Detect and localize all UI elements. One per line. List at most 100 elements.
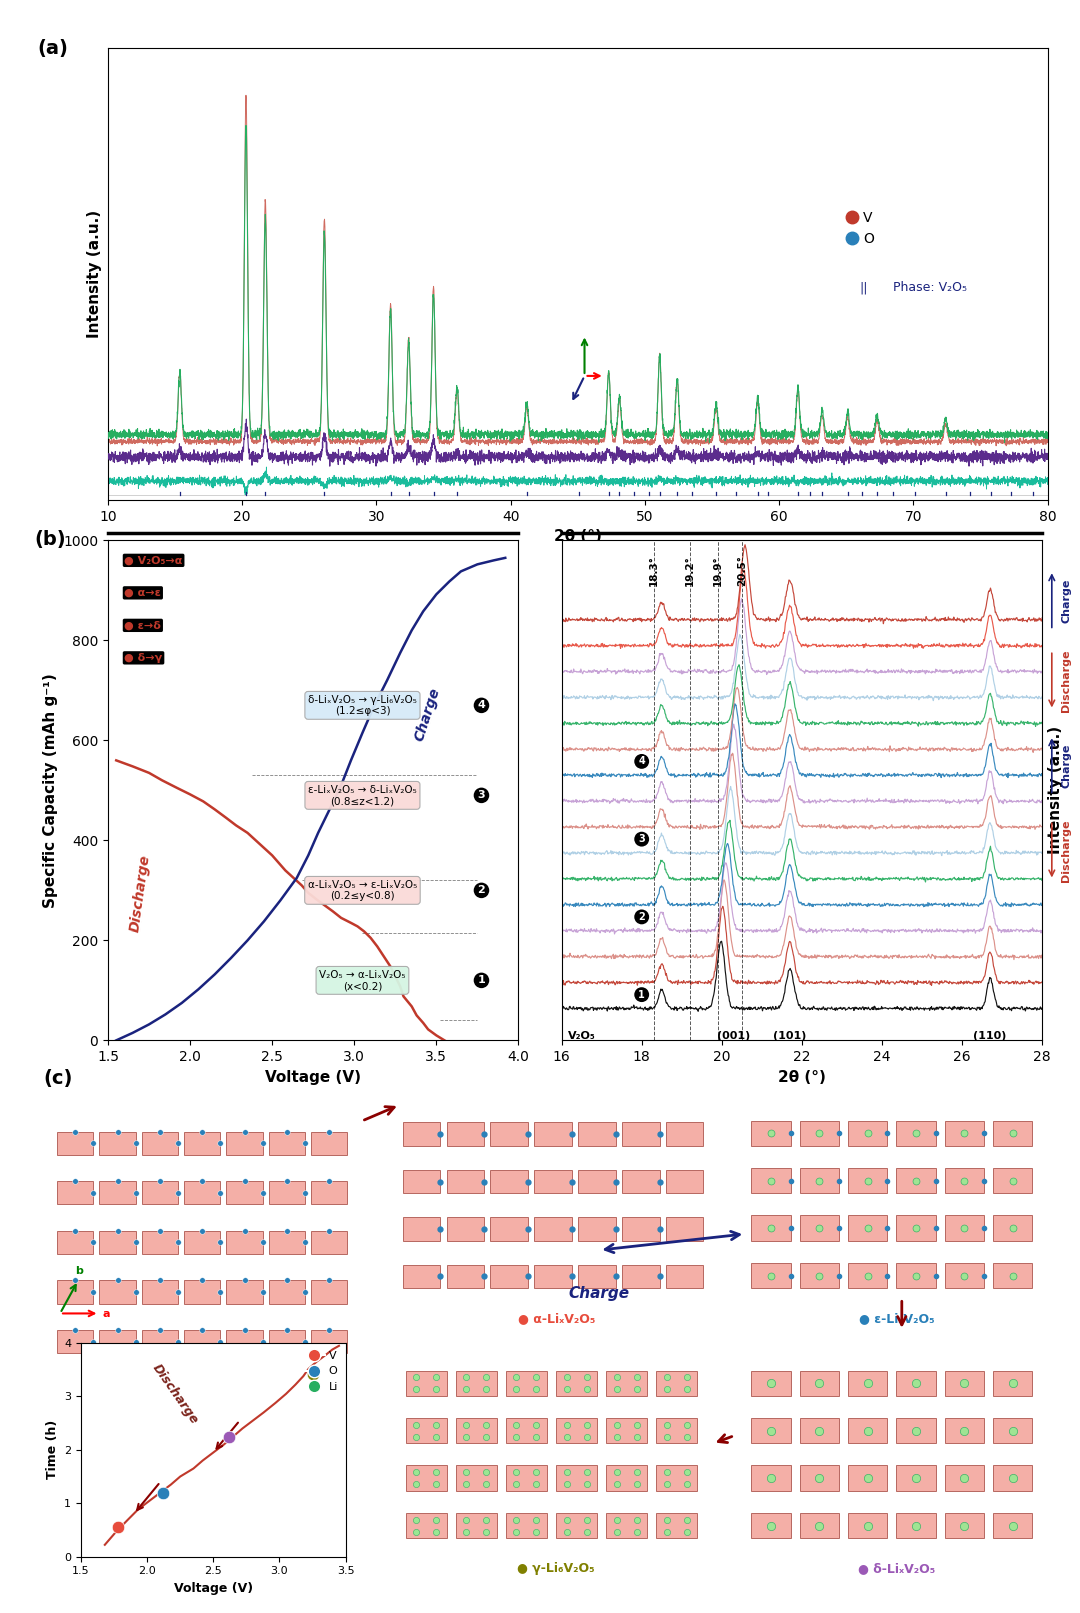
Polygon shape — [752, 1216, 791, 1240]
Y-axis label: Intensity (a.u.): Intensity (a.u.) — [87, 210, 103, 339]
Polygon shape — [994, 1466, 1032, 1490]
Polygon shape — [752, 1371, 791, 1397]
Polygon shape — [606, 1418, 647, 1444]
Polygon shape — [799, 1216, 839, 1240]
Polygon shape — [896, 1168, 935, 1194]
Legend: V, O, Li: V, O, Li — [300, 1348, 340, 1394]
Text: ● δ→γ: ● δ→γ — [124, 653, 163, 663]
Polygon shape — [896, 1513, 935, 1539]
X-axis label: Voltage (V): Voltage (V) — [266, 1069, 361, 1084]
Polygon shape — [57, 1331, 93, 1353]
Polygon shape — [99, 1181, 136, 1205]
Text: Charge: Charge — [1062, 744, 1071, 787]
Text: V₂O₅: V₂O₅ — [568, 1031, 595, 1042]
Polygon shape — [535, 1123, 572, 1147]
Polygon shape — [269, 1132, 305, 1155]
Text: Discharge: Discharge — [150, 1361, 201, 1426]
Polygon shape — [311, 1132, 348, 1155]
Polygon shape — [456, 1371, 497, 1397]
Polygon shape — [945, 1168, 984, 1194]
Text: 20.5°: 20.5° — [737, 555, 747, 586]
Text: (a): (a) — [38, 39, 68, 58]
Polygon shape — [994, 1371, 1032, 1397]
Polygon shape — [535, 1169, 572, 1194]
Polygon shape — [184, 1281, 220, 1303]
Polygon shape — [556, 1466, 597, 1490]
Text: 18.3°: 18.3° — [649, 555, 659, 586]
Polygon shape — [896, 1216, 935, 1240]
Polygon shape — [535, 1265, 572, 1289]
Text: Charge: Charge — [1062, 577, 1071, 623]
Text: 19.2°: 19.2° — [685, 555, 694, 586]
X-axis label: 2θ (°): 2θ (°) — [778, 1069, 826, 1084]
Polygon shape — [606, 1371, 647, 1397]
Polygon shape — [896, 1371, 935, 1397]
Polygon shape — [403, 1218, 441, 1240]
Text: a: a — [103, 1308, 110, 1319]
Polygon shape — [227, 1331, 262, 1353]
Text: 4: 4 — [477, 700, 485, 710]
Polygon shape — [269, 1231, 305, 1253]
Polygon shape — [406, 1418, 447, 1444]
Polygon shape — [606, 1513, 647, 1539]
Polygon shape — [141, 1281, 178, 1303]
Polygon shape — [994, 1216, 1032, 1240]
Text: 2: 2 — [477, 886, 485, 895]
Polygon shape — [896, 1263, 935, 1289]
Polygon shape — [578, 1169, 616, 1194]
Polygon shape — [535, 1218, 572, 1240]
Polygon shape — [799, 1418, 839, 1444]
Polygon shape — [578, 1123, 616, 1147]
Polygon shape — [507, 1371, 546, 1397]
Polygon shape — [311, 1281, 348, 1303]
Polygon shape — [994, 1263, 1032, 1289]
Polygon shape — [578, 1265, 616, 1289]
Polygon shape — [311, 1231, 348, 1253]
Polygon shape — [994, 1513, 1032, 1539]
Text: 2: 2 — [638, 911, 645, 923]
Polygon shape — [456, 1513, 497, 1539]
Polygon shape — [896, 1418, 935, 1444]
Polygon shape — [456, 1466, 497, 1490]
Polygon shape — [556, 1418, 597, 1444]
Text: Discharge: Discharge — [127, 853, 152, 934]
Text: 4: 4 — [638, 756, 645, 766]
Polygon shape — [184, 1132, 220, 1155]
Polygon shape — [141, 1331, 178, 1353]
Polygon shape — [311, 1181, 348, 1205]
Legend: V, O: V, O — [841, 205, 879, 252]
Polygon shape — [227, 1181, 262, 1205]
Text: ● γ-Li₆V₂O₅: ● γ-Li₆V₂O₅ — [517, 1561, 595, 1574]
Polygon shape — [945, 1263, 984, 1289]
Polygon shape — [507, 1466, 546, 1490]
Polygon shape — [945, 1121, 984, 1147]
Polygon shape — [57, 1281, 93, 1303]
Polygon shape — [657, 1371, 698, 1397]
Polygon shape — [752, 1121, 791, 1147]
Polygon shape — [406, 1371, 447, 1397]
Polygon shape — [848, 1216, 888, 1240]
Polygon shape — [406, 1466, 447, 1490]
Polygon shape — [622, 1169, 660, 1194]
Polygon shape — [184, 1231, 220, 1253]
Polygon shape — [799, 1263, 839, 1289]
Text: (b): (b) — [35, 531, 66, 550]
Polygon shape — [57, 1181, 93, 1205]
Polygon shape — [578, 1218, 616, 1240]
Polygon shape — [447, 1169, 484, 1194]
Text: ● V₂O₅→α: ● V₂O₅→α — [124, 555, 183, 565]
Polygon shape — [799, 1121, 839, 1147]
Polygon shape — [447, 1123, 484, 1147]
Polygon shape — [141, 1132, 178, 1155]
Text: Charge: Charge — [411, 686, 442, 744]
Y-axis label: Intensity (a.u.): Intensity (a.u.) — [1048, 726, 1063, 855]
Polygon shape — [945, 1418, 984, 1444]
Polygon shape — [945, 1513, 984, 1539]
Polygon shape — [141, 1181, 178, 1205]
Polygon shape — [227, 1231, 262, 1253]
Polygon shape — [665, 1218, 703, 1240]
Text: ● ε→δ: ● ε→δ — [124, 621, 161, 631]
Text: Discharge: Discharge — [1062, 819, 1071, 882]
Text: Discharge: Discharge — [1062, 648, 1071, 711]
Polygon shape — [184, 1181, 220, 1205]
